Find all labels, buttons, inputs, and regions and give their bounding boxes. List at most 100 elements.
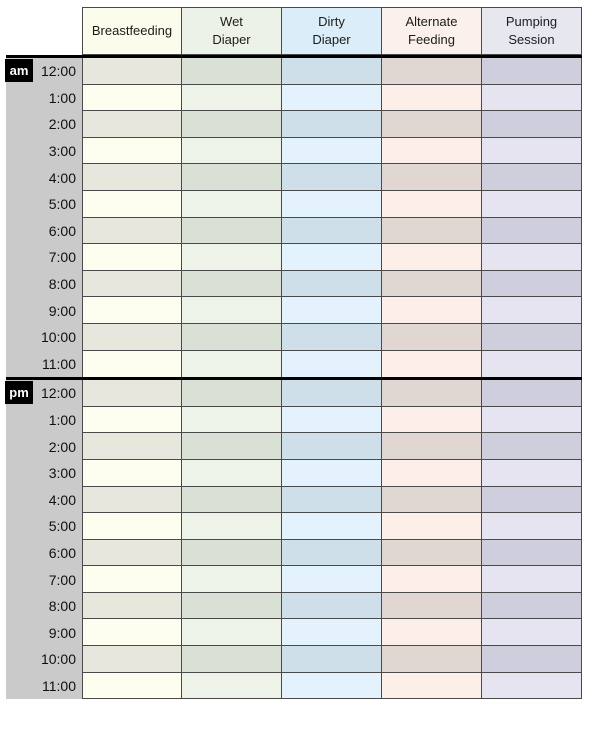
time-row-1100-am: 11:00 (6, 350, 582, 378)
time-row-1200-pm: pm 12:00 (5, 380, 582, 407)
log-cell-dirty-diaper-300pm (282, 459, 382, 487)
time-label-cell: 7:00 (6, 566, 82, 593)
time-label-cell: 1:00 (6, 406, 82, 434)
log-cell-breastfeeding-1100am (82, 350, 182, 378)
log-cell-dirty-diaper-700am (282, 244, 382, 271)
log-cell-breastfeeding-400pm (82, 486, 182, 514)
time-label-cell: 11:00 (6, 350, 82, 378)
log-cell-breastfeeding-1100pm (82, 672, 182, 700)
log-cell-pumping-session-400pm (482, 486, 582, 514)
log-cell-breastfeeding-300am (82, 137, 182, 165)
log-cell-breastfeeding-700am (82, 244, 182, 271)
log-cell-dirty-diaper-500pm (282, 513, 382, 540)
time-row-700-am: 7:00 (6, 244, 582, 271)
log-cell-alternate-feeding-300am (382, 137, 482, 165)
log-cell-dirty-diaper-1100am (282, 350, 382, 378)
time-label-cell: 1:00 (6, 84, 82, 112)
log-cell-dirty-diaper-100am (282, 84, 382, 112)
log-cell-dirty-diaper-300am (282, 137, 382, 165)
log-cell-breastfeeding-800am (82, 270, 182, 298)
log-cell-alternate-feeding-1100pm (382, 672, 482, 700)
log-cell-wet-diaper-400pm (182, 486, 282, 514)
log-cell-alternate-feeding-1200pm (382, 380, 482, 407)
time-label-cell: 10:00 (6, 323, 82, 351)
time-label: 7:00 (48, 571, 76, 588)
log-cell-dirty-diaper-800pm (282, 592, 382, 620)
log-cell-wet-diaper-700pm (182, 566, 282, 593)
log-cell-breastfeeding-1200am (82, 58, 182, 85)
time-label: 4:00 (48, 491, 76, 508)
log-cell-alternate-feeding-1000pm (382, 646, 482, 673)
time-label: 2:00 (48, 116, 76, 133)
log-cell-dirty-diaper-600pm (282, 539, 382, 567)
log-cell-alternate-feeding-900am (382, 297, 482, 324)
log-cell-breastfeeding-600pm (82, 539, 182, 567)
time-label: 7:00 (48, 249, 76, 266)
log-cell-pumping-session-1200am (482, 58, 582, 85)
time-row-400-am: 4:00 (6, 164, 582, 191)
log-cell-pumping-session-300am (482, 137, 582, 165)
time-label-cell: 8:00 (6, 270, 82, 298)
time-label: 10:00 (40, 651, 76, 668)
time-label-cell: 7:00 (6, 244, 82, 271)
time-row-1000-am: 10:00 (6, 323, 582, 351)
header-gutter-spacer (6, 7, 82, 55)
log-cell-pumping-session-900pm (482, 619, 582, 647)
log-cell-dirty-diaper-400pm (282, 486, 382, 514)
time-row-600-pm: 6:00 (6, 539, 582, 567)
log-cell-alternate-feeding-400pm (382, 486, 482, 514)
time-label-cell: 9:00 (6, 297, 82, 324)
log-cell-alternate-feeding-300pm (382, 459, 482, 487)
time-label: 3:00 (48, 465, 76, 482)
time-label: 12:00 (40, 63, 76, 80)
log-cell-pumping-session-200am (482, 111, 582, 138)
pm-separator-bar (6, 377, 582, 381)
log-cell-alternate-feeding-900pm (382, 619, 482, 647)
log-cell-wet-diaper-1200am (182, 58, 282, 85)
time-label: 1:00 (48, 412, 76, 429)
log-cell-alternate-feeding-800am (382, 270, 482, 298)
log-cell-dirty-diaper-200pm (282, 433, 382, 460)
log-cell-dirty-diaper-500am (282, 190, 382, 218)
log-cell-pumping-session-400am (482, 164, 582, 191)
log-cell-wet-diaper-100pm (182, 406, 282, 434)
log-cell-breastfeeding-1000pm (82, 646, 182, 673)
time-label-cell: 9:00 (6, 619, 82, 647)
am-separator-bar (6, 55, 582, 58)
time-label-cell: 11:00 (6, 672, 82, 700)
log-cell-pumping-session-600pm (482, 539, 582, 567)
log-cell-breastfeeding-500am (82, 190, 182, 218)
log-cell-alternate-feeding-500am (382, 190, 482, 218)
log-cell-alternate-feeding-1200am (382, 58, 482, 85)
time-row-1000-pm: 10:00 (6, 646, 582, 673)
log-cell-alternate-feeding-600pm (382, 539, 482, 567)
time-label: 10:00 (40, 329, 76, 346)
time-label: 11:00 (42, 355, 76, 372)
time-row-900-am: 9:00 (6, 297, 582, 324)
log-cell-wet-diaper-1100pm (182, 672, 282, 700)
log-cell-alternate-feeding-700am (382, 244, 482, 271)
log-cell-breastfeeding-300pm (82, 459, 182, 487)
time-label-cell: 10:00 (6, 646, 82, 673)
time-label-cell: 3:00 (6, 459, 82, 487)
time-label-cell: 6:00 (6, 217, 82, 245)
log-cell-pumping-session-1000pm (482, 646, 582, 673)
log-cell-wet-diaper-800am (182, 270, 282, 298)
time-label: 8:00 (48, 276, 76, 293)
time-row-700-pm: 7:00 (6, 566, 582, 593)
log-cell-dirty-diaper-600am (282, 217, 382, 245)
log-cell-wet-diaper-600pm (182, 539, 282, 567)
log-cell-dirty-diaper-900pm (282, 619, 382, 647)
time-label-cell: pm 12:00 (5, 380, 82, 407)
log-cell-alternate-feeding-600am (382, 217, 482, 245)
column-header-wet-diaper: Wet Diaper (182, 7, 282, 55)
log-cell-wet-diaper-100am (182, 84, 282, 112)
log-cell-pumping-session-800am (482, 270, 582, 298)
time-label: 3:00 (48, 143, 76, 160)
log-cell-pumping-session-700pm (482, 566, 582, 593)
log-cell-dirty-diaper-700pm (282, 566, 382, 593)
log-cell-pumping-session-500am (482, 190, 582, 218)
time-label: 11:00 (42, 677, 76, 694)
log-cell-alternate-feeding-500pm (382, 513, 482, 540)
time-row-1100-pm: 11:00 (6, 672, 582, 700)
